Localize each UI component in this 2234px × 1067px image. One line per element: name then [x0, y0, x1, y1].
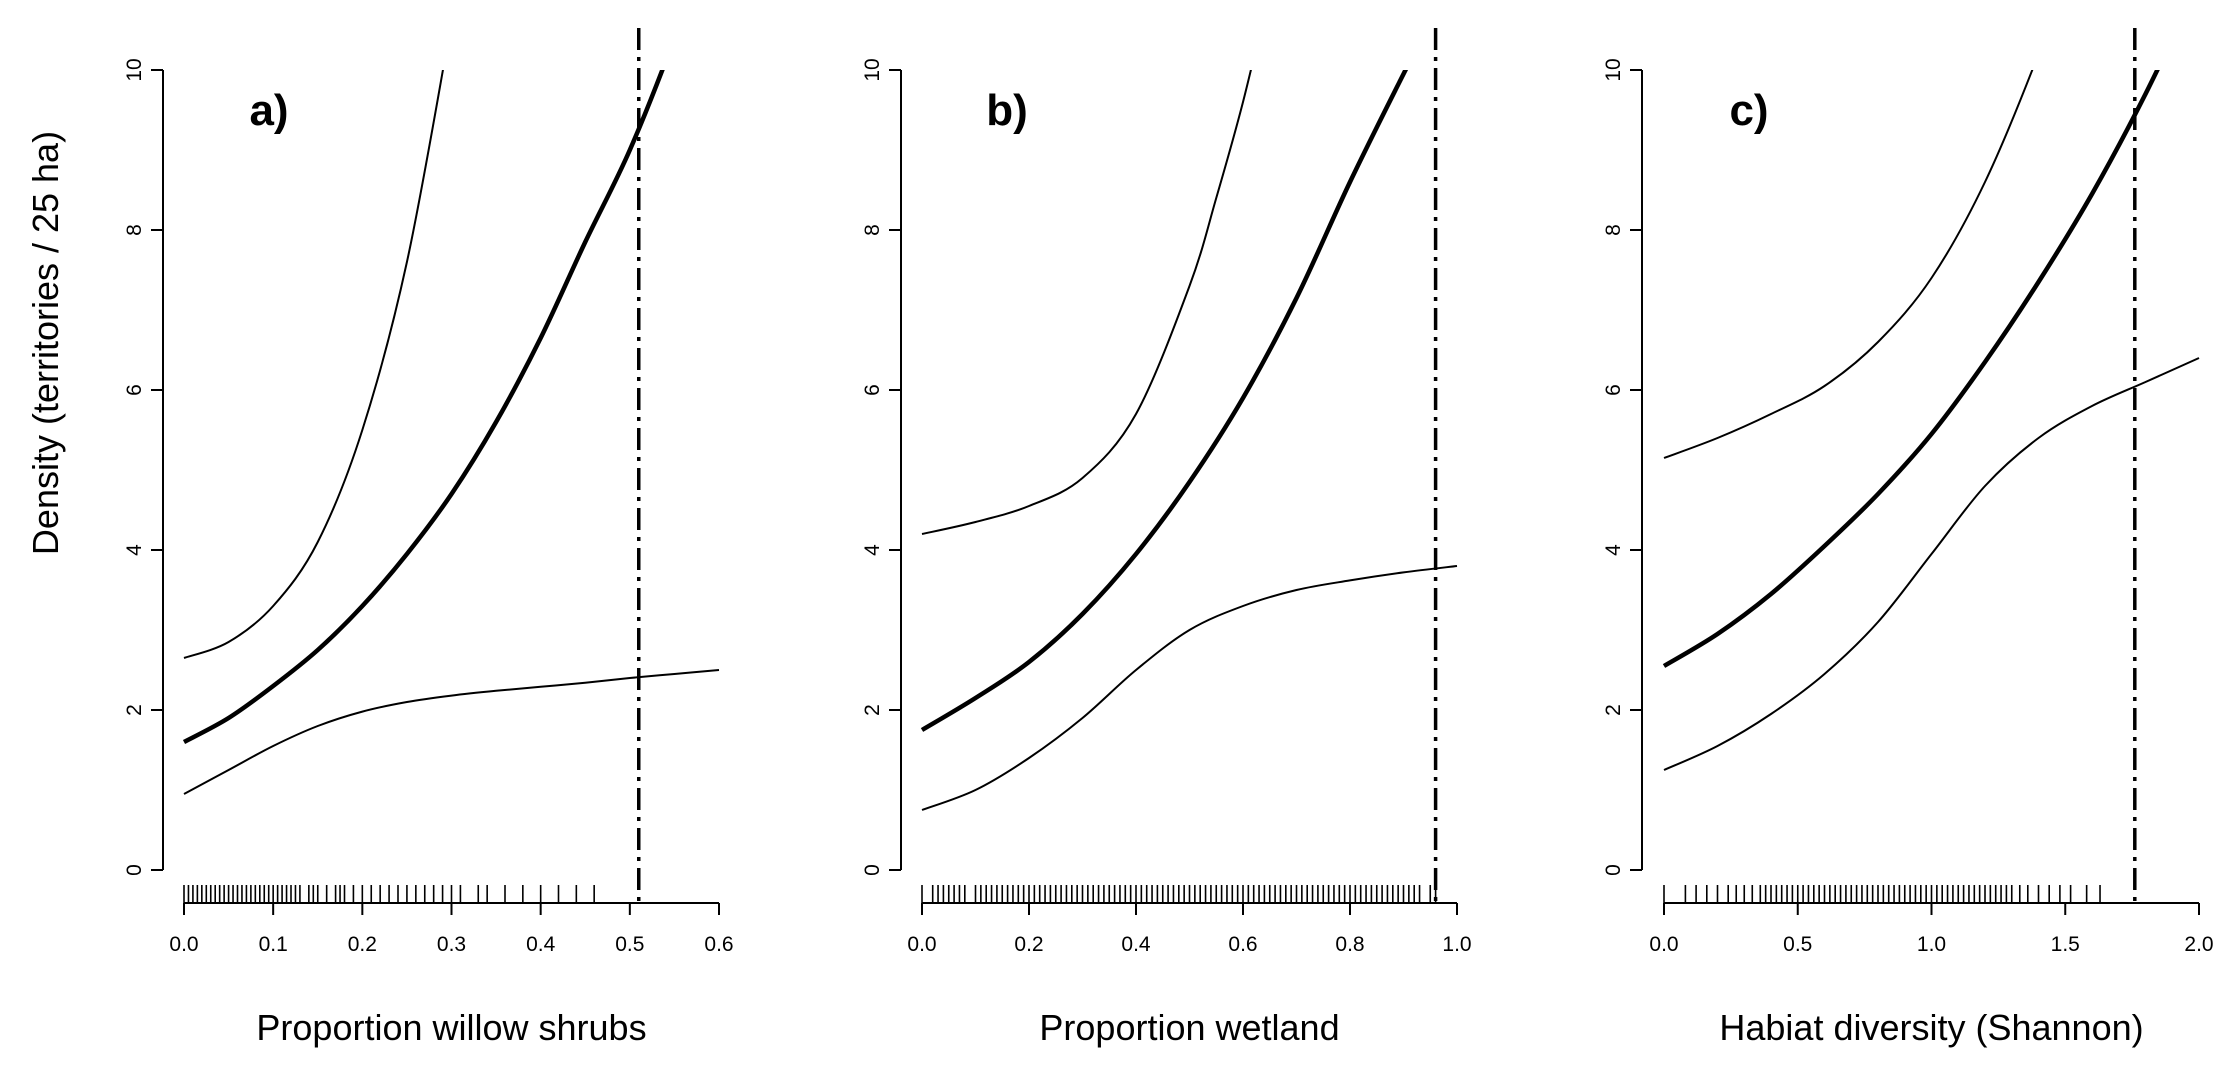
y-tick-label: 0 — [123, 864, 146, 876]
y-tick-label: 4 — [123, 544, 146, 556]
x-tick-label: 0.2 — [348, 933, 377, 956]
y-tick-label: 10 — [123, 58, 146, 81]
x-tick-label: 2.0 — [2184, 933, 2213, 956]
series-fit-line — [182, 70, 665, 744]
series-lower-line — [1663, 357, 2200, 771]
curves — [182, 70, 720, 795]
x-tick-label: 1.0 — [1917, 933, 1946, 956]
curves — [920, 70, 1458, 811]
x-tick-label: 0.6 — [704, 933, 733, 956]
y-tick-label: 4 — [1602, 544, 1625, 556]
x-axis-label: Habiat diversity (Shannon) — [1719, 1007, 2143, 1048]
y-tick-label: 8 — [1602, 224, 1625, 236]
series-fit-line — [920, 70, 1409, 732]
x-tick-label: 0.0 — [169, 933, 198, 956]
x-axis-label: Proportion willow shrubs — [256, 1007, 646, 1048]
y-tick-label: 0 — [1602, 864, 1625, 876]
y-tick-label: 2 — [861, 704, 884, 716]
y-tick-label: 8 — [123, 224, 146, 236]
panel-label: b) — [986, 86, 1028, 135]
series-lower-line — [183, 669, 720, 795]
x-tick-label: 0.5 — [615, 933, 644, 956]
curves — [1662, 70, 2200, 771]
panel-label: a) — [249, 86, 288, 135]
series-upper-line — [183, 70, 444, 659]
series-lower-line — [921, 565, 1458, 811]
panel-a: 0 2 4 6 8 10 0.0 0.1 0.2 0.3 0.4 0.5 0.6 Proportion w… — [123, 28, 734, 1048]
y-tick-label: 8 — [861, 224, 884, 236]
x-tick-label: 0.4 — [526, 933, 556, 956]
y-tick-label: 6 — [1602, 384, 1625, 396]
x-tick-label: 0.0 — [1649, 933, 1678, 956]
x-tick-label: 0.1 — [259, 933, 288, 956]
panel-b: 0 2 4 6 8 10 0.0 0.2 0.4 0.6 0.8 1.0 Proportion wetl… — [861, 28, 1472, 1048]
x-tick-label: 0.6 — [1228, 933, 1257, 956]
series-fit-line — [1662, 70, 2160, 668]
x-tick-label: 1.0 — [1442, 933, 1471, 956]
panel-label: c) — [1729, 86, 1768, 135]
x-tick-label: 0.2 — [1014, 933, 1043, 956]
y-tick-label: 10 — [861, 58, 884, 81]
y-tick-label: 2 — [1602, 704, 1625, 716]
x-tick-label: 0.4 — [1121, 933, 1151, 956]
series-upper-line — [1663, 70, 2034, 459]
y-tick-label: 2 — [123, 704, 146, 716]
x-tick-label: 1.5 — [2051, 933, 2080, 956]
panel-c: 0 2 4 6 8 10 0.0 0.5 1.0 1.5 2.0 Habiat diversity (… — [1602, 28, 2214, 1048]
x-tick-label: 0.5 — [1783, 933, 1812, 956]
y-tick-label: 0 — [861, 864, 884, 876]
x-tick-label: 0.3 — [437, 933, 466, 956]
x-axis-label: Proportion wetland — [1039, 1007, 1339, 1048]
panels: 0 2 4 6 8 10 0.0 0.1 0.2 0.3 0.4 0.5 0.6 Proportion w… — [123, 28, 2214, 1048]
y-tick-label: 10 — [1602, 58, 1625, 81]
y-axis-label: Density (territories / 25 ha) — [25, 131, 66, 555]
x-tick-label: 0.0 — [907, 933, 936, 956]
y-tick-label: 6 — [123, 384, 146, 396]
x-tick-label: 0.8 — [1335, 933, 1364, 956]
y-tick-label: 4 — [861, 544, 884, 556]
series-upper-line — [921, 70, 1252, 535]
y-tick-label: 6 — [861, 384, 884, 396]
